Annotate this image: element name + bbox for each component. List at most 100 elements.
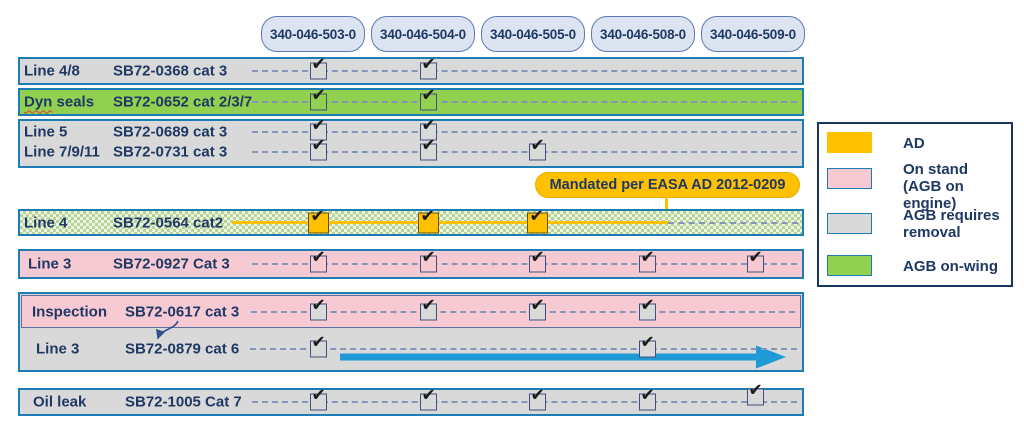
checkbox: ✔ xyxy=(309,297,327,320)
checkbox: ✔ xyxy=(309,87,327,111)
check-layer: ✔ ✔ ✔ ✔ ✔ xyxy=(20,382,802,414)
check-icon: ✔ xyxy=(421,54,436,75)
check-icon: ✔ xyxy=(421,135,436,156)
check-icon: ✔ xyxy=(530,385,545,406)
check-icon: ✔ xyxy=(311,85,326,106)
sb-number: SB72-0927 Cat 3 xyxy=(113,255,230,273)
check-icon: ✔ xyxy=(640,385,655,406)
check-icon: ✔ xyxy=(311,135,326,156)
part-number-pill: 340-046-504-0 xyxy=(371,16,475,52)
row-label: Line 3 xyxy=(28,255,72,273)
ad-checkbox: ✔ xyxy=(526,208,548,233)
row-label: Line 4 xyxy=(24,214,68,231)
check-icon: ✔ xyxy=(420,206,435,226)
part-number-pill: 340-046-503-0 xyxy=(261,16,365,52)
row-label: Line 4/8 xyxy=(24,62,80,80)
legend: AD On stand (AGB on engine) AGB requires… xyxy=(817,122,1013,287)
check-icon: ✔ xyxy=(311,295,326,315)
row-label: Line 5 xyxy=(24,123,68,141)
check-icon: ✔ xyxy=(640,247,655,268)
checkbox: ✔ xyxy=(419,117,437,141)
legend-label: AD xyxy=(903,135,925,152)
legend-swatch-ad xyxy=(827,132,872,153)
dashed-line xyxy=(252,263,797,265)
sb-number: SB72-1005 Cat 7 xyxy=(125,393,242,411)
check-layer: ✔ ✔ xyxy=(20,115,802,143)
row-label: Oil leak xyxy=(33,393,87,411)
checkbox: ✔ xyxy=(638,387,656,411)
checkbox: ✔ xyxy=(638,249,656,273)
dashed-line xyxy=(252,101,797,103)
row-label: Inspection xyxy=(32,303,108,320)
checkbox: ✔ xyxy=(638,334,656,358)
row-label: Line 7/9/11 xyxy=(24,143,100,161)
check-layer: ✔ ✔ ✔ xyxy=(20,208,802,234)
sb-number: SB72-0368 cat 3 xyxy=(113,62,228,80)
dashed-line xyxy=(252,401,797,403)
dashed-line xyxy=(252,151,797,153)
sb-row-oil-leak: Oil leak SB72-1005 Cat 7 ✔ ✔ ✔ ✔ ✔ xyxy=(18,382,804,416)
sb-row-line5-line7911: Line 5 SB72-0689 cat 3 ✔ ✔ Line 7/9/11 SB… xyxy=(18,115,804,168)
row-label-rest: seals xyxy=(52,93,95,111)
check-layer: ✔ ✔ xyxy=(20,54,802,83)
checkbox: ✔ xyxy=(419,387,437,411)
sb-row-inspection: Inspection SB72-0617 cat 3 ✔ ✔ ✔ ✔ xyxy=(21,295,801,328)
check-icon: ✔ xyxy=(640,295,655,315)
inspection-link-arrow xyxy=(155,320,179,340)
part-number-pill: 340-046-509-0 xyxy=(701,16,805,52)
ad-checkbox: ✔ xyxy=(307,208,329,233)
checkbox: ✔ xyxy=(419,249,437,273)
check-icon: ✔ xyxy=(311,332,326,353)
subrow-line-5: Line 5 SB72-0689 cat 3 ✔ ✔ xyxy=(20,115,802,143)
check-icon: ✔ xyxy=(640,332,655,353)
row-label-misspelled: Dyn xyxy=(24,93,53,111)
check-icon: ✔ xyxy=(311,54,326,75)
part-number-pill: 340-046-508-0 xyxy=(591,16,695,52)
dashed-line xyxy=(668,221,798,224)
checkbox: ✔ xyxy=(746,249,764,273)
check-layer: ✔ ✔ xyxy=(20,87,802,114)
sb-row-line-4-8: Line 4/8 SB72-0368 cat 3 ✔ ✔ xyxy=(18,54,804,85)
checkbox: ✔ xyxy=(309,56,327,80)
sb-number: SB72-0689 cat 3 xyxy=(113,123,228,141)
subrow-line-7-9-11: Line 7/9/11 SB72-0731 cat 3 ✔ ✔ ✔ xyxy=(20,135,802,163)
checkbox: ✔ xyxy=(419,87,437,111)
sb-number: SB72-0652 cat 2/3/7 xyxy=(113,93,253,111)
checkbox: ✔ xyxy=(309,137,327,161)
dashed-line xyxy=(250,348,797,350)
ad-checkbox: ✔ xyxy=(417,208,439,233)
legend-label: AGB on-wing xyxy=(903,258,998,275)
check-icon: ✔ xyxy=(530,295,545,315)
legend-label: On stand (AGB on engine) xyxy=(903,161,969,212)
check-layer: ✔ ✔ ✔ ✔ ✔ xyxy=(20,249,802,277)
dashed-line xyxy=(252,131,797,133)
campaign-arrow xyxy=(340,345,786,369)
sb-number: SB72-0617 cat 3 xyxy=(125,303,240,320)
checkbox: ✔ xyxy=(528,137,546,161)
sb-number: SB72-0564 cat2 xyxy=(113,214,224,231)
check-icon: ✔ xyxy=(421,295,436,315)
checkbox: ✔ xyxy=(309,334,327,358)
legend-swatch-agb-on-wing xyxy=(827,255,872,276)
checkbox: ✔ xyxy=(638,297,656,320)
row-label: Dyn seals xyxy=(24,94,94,111)
legend-swatch-agb-removal xyxy=(827,213,872,234)
checkbox: ✔ xyxy=(309,249,327,273)
ad-callout: Mandated per EASA AD 2012-0209 xyxy=(535,172,800,198)
check-icon: ✔ xyxy=(529,206,544,226)
check-icon: ✔ xyxy=(311,115,326,136)
check-layer: ✔ ✔ xyxy=(20,334,802,362)
checkbox: ✔ xyxy=(746,382,764,406)
check-icon: ✔ xyxy=(310,206,325,226)
check-icon: ✔ xyxy=(311,247,326,268)
sb-number: SB72-0731 cat 3 xyxy=(113,143,228,161)
sb-row-line-3-0927: Line 3 SB72-0927 Cat 3 ✔ ✔ ✔ ✔ ✔ xyxy=(18,249,804,279)
legend-swatch-on-stand xyxy=(827,168,872,189)
check-icon: ✔ xyxy=(421,85,436,106)
sb-number: SB72-0879 cat 6 xyxy=(125,340,240,358)
check-icon: ✔ xyxy=(530,135,545,156)
checkbox: ✔ xyxy=(419,297,437,320)
check-icon: ✔ xyxy=(421,247,436,268)
part-number-pill: 340-046-505-0 xyxy=(481,16,585,52)
